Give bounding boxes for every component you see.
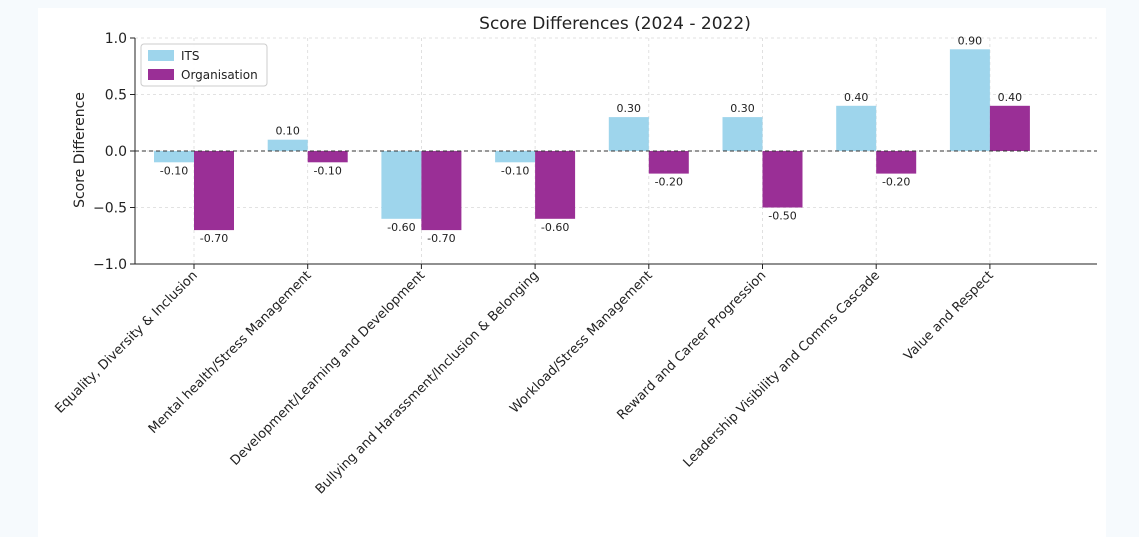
y-tick-label: −1.0 — [93, 257, 127, 273]
bar-value-label: -0.10 — [313, 164, 341, 177]
bar-its — [608, 117, 649, 151]
bar-its — [722, 117, 763, 151]
bar-value-label: -0.70 — [427, 232, 455, 245]
bar-organisation — [421, 151, 462, 231]
x-tick-label: Value and Respect — [901, 268, 997, 364]
bar-value-label: -0.20 — [655, 176, 683, 189]
bar-its — [495, 151, 536, 163]
bar-value-label: -0.50 — [768, 210, 796, 223]
chart-title: Score Differences (2024 - 2022) — [479, 14, 751, 34]
bar-its — [381, 151, 422, 219]
bar-its — [949, 49, 990, 151]
x-tick-label: Bullying and Harassment/Inclusion & Belo… — [313, 268, 542, 497]
y-tick-label: 0.0 — [105, 144, 127, 160]
bar-its — [836, 105, 877, 151]
bar-value-label: -0.70 — [200, 232, 228, 245]
legend-label: Organisation — [181, 68, 258, 82]
bar-organisation — [648, 151, 689, 174]
bar-value-label: -0.20 — [882, 176, 910, 189]
bar-value-label: -0.10 — [160, 164, 188, 177]
bar-organisation — [876, 151, 917, 174]
bar-organisation — [762, 151, 803, 208]
y-axis-label: Score Difference — [72, 92, 88, 208]
chart-figure: Score Differences (2024 - 2022) Score Di… — [38, 8, 1106, 537]
y-tick-label: −0.5 — [93, 201, 127, 217]
legend-swatch-its — [148, 50, 174, 61]
bar-value-label: 0.30 — [617, 102, 642, 115]
bar-its — [267, 139, 308, 151]
y-tick-label: 0.5 — [105, 88, 127, 104]
bar-organisation — [989, 105, 1030, 151]
bar-organisation — [194, 151, 234, 231]
x-tick-label: Development/Learning and Development — [228, 268, 429, 469]
bar-chart: Score Differences (2024 - 2022) Score Di… — [52, 14, 1097, 497]
bar-value-label: 0.10 — [275, 125, 300, 138]
bar-organisation — [535, 151, 576, 219]
bar-its — [154, 151, 194, 163]
y-tick-label: 1.0 — [105, 31, 127, 47]
bar-value-label: 0.40 — [998, 91, 1023, 104]
bar-value-label: -0.60 — [387, 221, 415, 234]
bar-value-label: -0.60 — [541, 221, 569, 234]
bar-organisation — [307, 151, 348, 163]
x-tick-label: Leadership Visibility and Comms Cascade — [681, 268, 883, 470]
bar-value-label: 0.30 — [730, 102, 755, 115]
legend-swatch-organisation — [148, 69, 174, 80]
legend-label: ITS — [181, 49, 200, 63]
bar-value-label: 0.40 — [844, 91, 869, 104]
bar-value-label: -0.10 — [501, 164, 529, 177]
bar-value-label: 0.90 — [958, 34, 983, 47]
